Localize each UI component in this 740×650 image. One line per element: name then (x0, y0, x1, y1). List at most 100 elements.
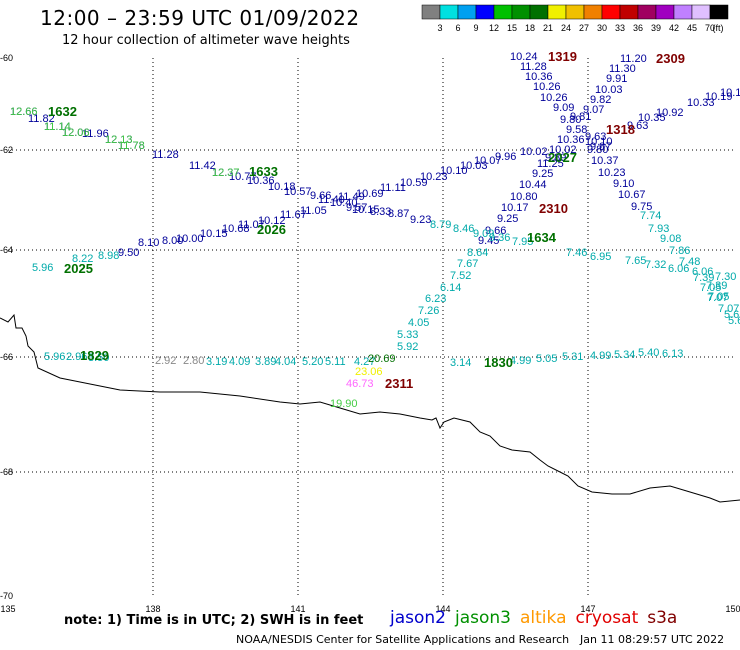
colorbar-swatch (457, 4, 477, 20)
colorbar-tick: 24 (561, 23, 571, 33)
wave-height-label: 7.07 (707, 292, 728, 304)
wave-height-label: 12.06 (62, 127, 90, 139)
wave-height-label: 4.05 (408, 317, 429, 329)
wave-height-label: 4.99 (510, 355, 531, 367)
colorbar-tick: 27 (579, 23, 589, 33)
pass-time-label: 1633 (249, 164, 278, 179)
wave-height-label: 11.07 (238, 219, 265, 231)
wave-height-label: 5.20 (302, 356, 323, 368)
colorbar-swatch (709, 4, 729, 20)
wave-height-label: 7.07 (718, 303, 739, 315)
colorbar-tick: 70 (705, 23, 715, 33)
wave-height-label: 7.74 (640, 210, 661, 222)
wave-height-label: 8.10 (138, 237, 159, 249)
wave-height-label: 20.69 (368, 353, 396, 365)
wave-height-label: 10.24 (510, 51, 538, 63)
wave-height-label: 2.80 (183, 355, 204, 367)
wave-height-label: 10.03 (595, 84, 623, 96)
footer-credit: NOAA/NESDIS Center for Satellite Applica… (236, 633, 570, 646)
pass-time-label: 1634 (527, 230, 557, 245)
wave-height-label: 10.44 (519, 179, 547, 191)
wave-height-label: 2.96 (66, 351, 87, 363)
wave-height-label: 10.35 (638, 112, 666, 124)
colorbar-swatch (511, 4, 531, 20)
colorbar-tick: 30 (597, 23, 607, 33)
lon-tick-label: 141 (290, 604, 305, 614)
wave-height-label: 46.73 (346, 378, 374, 390)
wave-height-label: 8.64 (467, 247, 488, 259)
wave-height-label: 10.77 (229, 171, 257, 183)
wave-height-label: 9.45 (478, 235, 499, 247)
wave-height-label: 7.39 (693, 272, 714, 284)
colorbar-swatch (493, 4, 513, 20)
lon-tick-label: 138 (145, 604, 160, 614)
wave-height-label: 10.18 (268, 181, 296, 193)
wave-height-label: 9.63 (627, 120, 648, 132)
wave-height-label: 10.02 (549, 144, 577, 156)
wave-height-label: 10.17 (501, 202, 529, 214)
wave-height-label: 10.59 (400, 177, 428, 189)
pass-time-label: 1319 (548, 49, 577, 64)
lon-tick-label: 144 (435, 604, 450, 614)
wave-height-label: 11.28 (152, 149, 179, 161)
wave-height-label: 9.09 (473, 228, 494, 240)
wave-height-label: 10.19 (705, 91, 733, 103)
wave-height-label: 9.57 (346, 202, 367, 214)
colorbar-swatch (673, 4, 693, 20)
wave-height-label: 11.14 (44, 121, 71, 133)
wave-height-label: 8.22 (72, 253, 93, 265)
wave-height-label: 9.91 (606, 73, 627, 85)
wave-height-label: 5.05 (536, 353, 557, 365)
lat-tick-label: -66 (0, 352, 13, 362)
wave-height-label: 11.78 (118, 140, 145, 152)
wave-height-label: 5.31 (562, 351, 583, 363)
wave-height-label: 7.65 (625, 255, 646, 267)
colorbar-tick: 3 (437, 23, 442, 33)
wave-height-label: 12.13 (105, 134, 133, 146)
colorbar-swatch (583, 4, 603, 20)
wave-height-label: 9.36 (489, 232, 510, 244)
colorbar-swatch (547, 4, 567, 20)
wave-height-label: 3.14 (450, 357, 471, 369)
wave-height-label: 8.87 (388, 208, 409, 220)
satellite-legend-cryosat: cryosat (575, 608, 639, 628)
wave-height-label: 9.50 (118, 247, 139, 259)
colorbar-tick: 18 (525, 23, 535, 33)
wave-height-label: 9.23 (410, 214, 431, 226)
wave-height-label: 10.17 (720, 87, 740, 99)
wave-height-label: 6.23 (425, 293, 446, 305)
wave-height-label: 10.36 (247, 175, 275, 187)
wave-height-label: 5.11 (325, 356, 346, 368)
wave-height-label: 11.14 (44, 121, 71, 133)
pass-time-label: 1830 (484, 355, 513, 370)
coastline (0, 313, 740, 503)
footer-timestamp: Jan 11 08:29:57 UTC 2022 (580, 633, 725, 646)
satellite-legend: jason2 jason3 altika cryosat s3a (390, 608, 686, 628)
colorbar-swatch (637, 4, 657, 20)
pass-time-label: 2311 (385, 376, 413, 391)
wave-height-label: 10.68 (222, 223, 250, 235)
colorbar-swatch (421, 4, 441, 20)
wave-height-label: 19.90 (330, 398, 358, 410)
colorbar-tick: (ft) (713, 23, 724, 33)
wave-height-label: 9.82 (590, 94, 611, 106)
wave-height-label: 5.92 (397, 341, 418, 353)
lat-tick-label: -70 (0, 591, 13, 601)
wave-height-label: 6.06 (668, 263, 689, 275)
wave-height-label: 10.15 (352, 204, 380, 216)
wave-height-label: 7.93 (648, 223, 669, 235)
wave-height-label: 8.33 (370, 206, 391, 218)
wave-height-label: 11.28 (520, 61, 547, 73)
colorbar-swatch (619, 4, 639, 20)
wave-height-label: 11.49 (338, 191, 365, 203)
wave-height-label: 11.67 (280, 209, 307, 221)
wave-height-label: 7.05 (700, 282, 721, 294)
wave-height-label: 4.99 (590, 350, 611, 362)
wave-height-label: 6.95 (590, 251, 611, 263)
wave-height-label: 3.89 (255, 356, 276, 368)
wave-height-label: 10.57 (284, 186, 312, 198)
wave-height-label: 10.02 (520, 146, 548, 158)
wave-height-label: 12.06 (62, 127, 90, 139)
wave-height-label: 9.08 (660, 233, 681, 245)
